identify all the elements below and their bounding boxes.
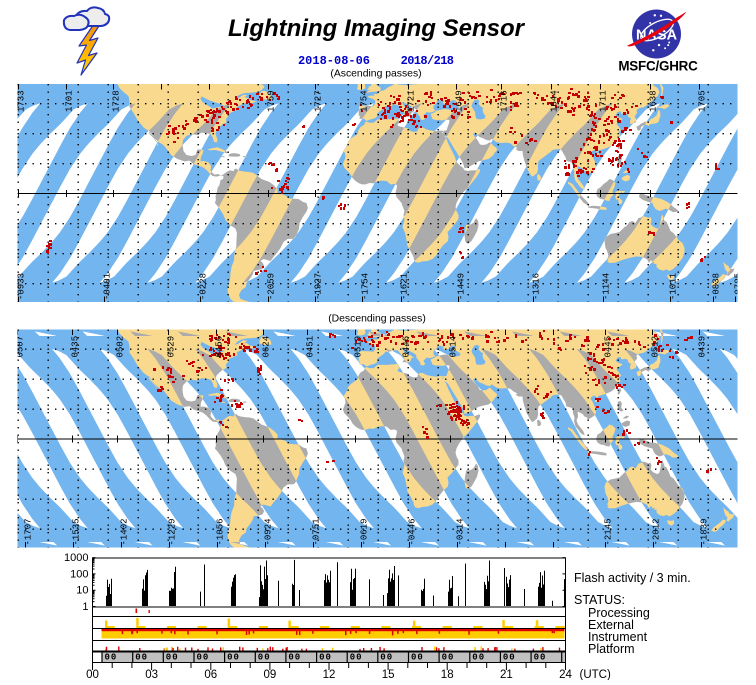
svg-text:0519: 0519	[354, 336, 364, 358]
svg-text:00: 00	[319, 653, 332, 663]
svg-text:0514: 0514	[449, 336, 459, 358]
svg-text:2018-08-06: 2018-08-06	[298, 54, 370, 68]
svg-text:-1707: -1707	[24, 518, 34, 545]
svg-text:00: 00	[135, 653, 148, 663]
svg-text:0439: 0439	[698, 336, 708, 358]
svg-text:0446: 0446	[402, 336, 412, 358]
svg-text:1701: 1701	[65, 90, 75, 112]
svg-text:0445: 0445	[604, 336, 614, 358]
svg-text:1705: 1705	[698, 90, 708, 112]
svg-text:00: 00	[197, 653, 210, 663]
svg-text:Instrument: Instrument	[588, 630, 648, 644]
svg-text:1000: 1000	[64, 552, 88, 564]
svg-text:(Ascending passes): (Ascending passes)	[330, 69, 421, 80]
svg-text:1711: 1711	[599, 90, 609, 112]
svg-text:15: 15	[382, 669, 395, 680]
svg-text:-2059: -2059	[267, 273, 277, 300]
svg-text:-0314: -0314	[456, 518, 466, 545]
svg-text:1638: 1638	[649, 90, 659, 112]
svg-text:0529: 0529	[167, 336, 177, 358]
svg-text:0451: 0451	[306, 336, 316, 358]
svg-text:1644: 1644	[550, 90, 560, 112]
svg-text:1733: 1733	[17, 90, 27, 112]
svg-text:1: 1	[82, 601, 88, 613]
svg-text:00: 00	[442, 653, 455, 663]
svg-text:-0838: -0838	[712, 273, 722, 300]
svg-text:0624: 0624	[262, 336, 272, 358]
svg-text:-1011: -1011	[669, 273, 679, 300]
svg-text:-2145: -2145	[604, 518, 614, 545]
svg-text:-1229: -1229	[168, 518, 178, 545]
svg-text:Platform: Platform	[588, 642, 635, 656]
svg-text:0435: 0435	[71, 336, 81, 358]
svg-text:0512: 0512	[651, 336, 661, 358]
svg-text:0507: 0507	[16, 336, 26, 358]
svg-text:1721: 1721	[407, 90, 417, 112]
svg-text:-0705: -0705	[734, 273, 744, 300]
svg-text:External: External	[588, 618, 634, 632]
svg-text:00: 00	[350, 653, 363, 663]
svg-text:Flash activity / 3 min.: Flash activity / 3 min.	[574, 571, 691, 585]
svg-text:24: 24	[559, 669, 572, 680]
svg-text:00: 00	[105, 653, 118, 663]
svg-text:-1449: -1449	[457, 273, 467, 300]
svg-text:00: 00	[258, 653, 271, 663]
svg-text:00: 00	[411, 653, 424, 663]
svg-text:1754: 1754	[360, 90, 370, 112]
svg-text:-1402: -1402	[120, 518, 130, 545]
svg-text:-1056: -1056	[216, 518, 226, 545]
svg-text:(Descending passes): (Descending passes)	[328, 314, 426, 325]
svg-text:-0933: -0933	[17, 273, 27, 300]
svg-text:1649: 1649	[455, 90, 465, 112]
svg-text:00: 00	[503, 653, 516, 663]
svg-text:09: 09	[264, 669, 277, 680]
svg-text:MSFC/GHRC: MSFC/GHRC	[618, 59, 698, 74]
svg-text:1759: 1759	[267, 90, 277, 112]
svg-text:-0751: -0751	[312, 518, 322, 545]
svg-text:STATUS:: STATUS:	[574, 593, 625, 607]
svg-text:-2012: -2012	[652, 518, 662, 545]
svg-text:-1754: -1754	[361, 273, 371, 300]
svg-text:Lightning Imaging Sensor: Lightning Imaging Sensor	[228, 15, 526, 42]
svg-text:1716: 1716	[500, 90, 510, 112]
svg-text:-0228: -0228	[199, 273, 209, 300]
svg-text:-0619: -0619	[360, 518, 370, 545]
svg-text:00: 00	[227, 653, 240, 663]
svg-text:18: 18	[441, 669, 454, 680]
svg-text:12: 12	[323, 669, 336, 680]
svg-text:-1839: -1839	[700, 518, 710, 545]
svg-text:10: 10	[76, 585, 88, 597]
svg-text:-1535: -1535	[72, 518, 82, 545]
svg-text:00: 00	[86, 669, 99, 680]
svg-text:03: 03	[145, 669, 158, 680]
svg-text:-0924: -0924	[264, 518, 274, 545]
svg-text:00: 00	[166, 653, 179, 663]
svg-text:-0401: -0401	[103, 273, 113, 300]
svg-text:0456: 0456	[215, 336, 225, 358]
svg-text:-1621: -1621	[400, 273, 410, 300]
svg-text:00: 00	[472, 653, 485, 663]
svg-text:00: 00	[380, 653, 393, 663]
svg-text:-1144: -1144	[602, 273, 612, 300]
svg-text:21: 21	[500, 669, 513, 680]
svg-text:1727: 1727	[314, 90, 324, 112]
svg-text:1728: 1728	[112, 90, 122, 112]
svg-text:100: 100	[70, 568, 88, 580]
svg-text:(UTC): (UTC)	[580, 669, 611, 680]
svg-text:0502: 0502	[116, 336, 126, 358]
svg-text:-0446: -0446	[408, 518, 418, 545]
svg-text:-1927: -1927	[314, 273, 324, 300]
svg-text:00: 00	[534, 653, 547, 663]
svg-text:06: 06	[204, 669, 217, 680]
svg-text:2018/218: 2018/218	[401, 54, 454, 68]
svg-text:Processing: Processing	[588, 606, 650, 620]
svg-text:00: 00	[288, 653, 301, 663]
svg-text:-1316: -1316	[532, 273, 542, 300]
